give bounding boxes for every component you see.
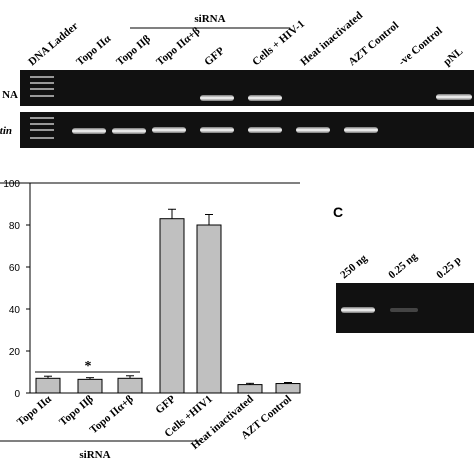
lane-label: 0.25 ng xyxy=(386,250,420,281)
gel-hiv xyxy=(20,70,474,106)
x-tick-label: Topo IIα+β xyxy=(88,393,136,436)
lane-label: Topo IIβ xyxy=(114,33,153,68)
y-tick-label: 0 xyxy=(14,389,20,400)
bands xyxy=(72,94,472,134)
lane-label: -ve Control xyxy=(396,25,445,68)
y-tick-label: 80 xyxy=(9,221,21,232)
annotation: * xyxy=(85,359,92,374)
bar xyxy=(117,377,143,394)
group-label: siRNA xyxy=(79,449,110,461)
lane-label: GFP xyxy=(202,45,227,69)
bar xyxy=(159,218,185,394)
lane-label: Topo IIα xyxy=(74,32,114,68)
bar xyxy=(35,377,61,394)
lane-label: pNL xyxy=(441,45,465,68)
band xyxy=(390,308,418,312)
bar xyxy=(196,224,222,394)
x-tick-label: Topo IIβ xyxy=(57,393,96,428)
bar xyxy=(275,383,301,394)
lane-label: 250 ng xyxy=(338,252,370,281)
y-tick-label: 60 xyxy=(9,263,21,274)
row-label: actin xyxy=(0,125,12,137)
row-label: NA xyxy=(2,89,18,101)
ladder xyxy=(30,76,54,139)
bar xyxy=(77,378,103,394)
lane-label: DNA Ladder xyxy=(26,20,80,68)
lane-label: Topo IIα+β xyxy=(154,25,202,68)
y-tick-label: 40 xyxy=(9,305,21,316)
lane-label: 0.25 p xyxy=(434,254,463,281)
x-tick-label: Topo IIα xyxy=(15,393,55,429)
panel-label: C xyxy=(333,204,343,220)
x-tick-label: GFP xyxy=(153,393,178,417)
group-label: siRNA xyxy=(194,13,225,25)
band xyxy=(341,307,375,313)
y-tick-label: 100 xyxy=(3,179,20,190)
y-tick-label: 20 xyxy=(9,347,21,358)
bar xyxy=(237,384,263,394)
